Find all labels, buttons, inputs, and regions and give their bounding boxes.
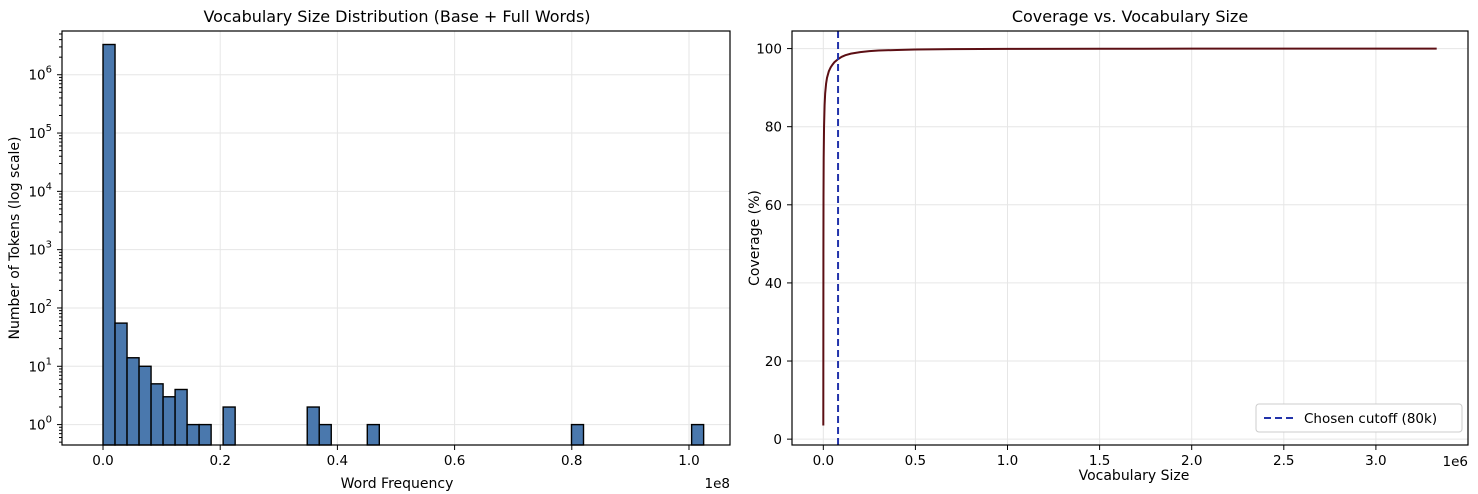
histogram-bar	[126, 357, 140, 446]
histogram-x-tick-label: 0.4	[327, 453, 348, 469]
histogram-y-tick-label: 101	[28, 356, 52, 375]
coverage-legend: Chosen cutoff (80k)	[1255, 403, 1463, 433]
coverage-x-tick-label: 1.0	[997, 453, 1018, 469]
histogram-bar	[570, 423, 585, 446]
histogram-x-label: Word Frequency	[341, 476, 454, 492]
histogram-y-ticks: 100 101 102 103 104 105 106	[28, 33, 62, 443]
histogram-x-tick-label: 0.2	[209, 453, 230, 469]
coverage-chart: Coverage vs. Vocabulary Size 0.0 0.5 1.0 1.…	[747, 7, 1469, 484]
histogram-bar	[138, 365, 152, 446]
histogram-bar	[222, 406, 236, 446]
coverage-x-label: Vocabulary Size	[1079, 468, 1190, 484]
histogram-x-tick-label: 1.0	[678, 453, 699, 469]
histogram-y-tick-label: 105	[28, 123, 52, 142]
histogram-bar	[366, 423, 381, 446]
coverage-y-tick-label: 60	[765, 198, 782, 214]
histogram-plot-frame	[61, 30, 731, 446]
coverage-x-tick-label: 1.5	[1089, 453, 1110, 469]
coverage-y-ticks: 0 20 40 60 80 100	[756, 42, 792, 448]
histogram-x-ticks: 0.0 0.2 0.4 0.6 0.8 1.0	[92, 445, 700, 469]
coverage-line	[822, 47, 1437, 426]
histogram-chart: Vocabulary Size Distribution (Base + Ful…	[7, 7, 731, 492]
coverage-x-tick-label: 0.0	[813, 453, 834, 469]
coverage-y-tick-label: 20	[765, 354, 782, 370]
histogram-bar	[186, 423, 200, 446]
histogram-y-tick-label: 106	[28, 65, 52, 84]
histogram-bar	[690, 423, 705, 446]
histogram-y-tick-label: 102	[28, 298, 52, 317]
legend-box	[1255, 403, 1463, 433]
histogram-x-tick-label: 0.0	[92, 453, 113, 469]
histogram-y-tick-label: 100	[28, 415, 52, 434]
histogram-y-tick-label: 103	[28, 240, 52, 259]
histogram-grid	[62, 31, 730, 445]
coverage-x-tick-label: 2.0	[1181, 453, 1202, 469]
histogram-x-offset: 1e8	[705, 476, 730, 492]
coverage-grid	[792, 31, 1468, 445]
histogram-bar	[162, 396, 176, 446]
histogram-y-tick-label: 104	[28, 181, 52, 200]
histogram-y-label: Number of Tokens (log scale)	[7, 137, 23, 340]
histogram-x-tick-label: 0.6	[444, 453, 465, 469]
coverage-x-ticks: 0.0 0.5 1.0 1.5 2.0 2.5 3.0	[813, 445, 1387, 469]
histogram-x-tick-label: 0.8	[561, 453, 582, 469]
coverage-x-tick-label: 2.5	[1273, 453, 1294, 469]
coverage-y-tick-label: 0	[773, 432, 782, 448]
coverage-title: Coverage vs. Vocabulary Size	[1012, 7, 1248, 26]
histogram-bar	[102, 43, 116, 446]
histogram-bar	[318, 423, 332, 446]
coverage-plot-frame	[791, 30, 1469, 446]
histogram-bar	[150, 383, 164, 446]
histogram-bar	[198, 423, 212, 446]
histogram-bar	[306, 406, 320, 446]
coverage-x-offset: 1e6	[1443, 454, 1468, 470]
histogram-bar	[114, 322, 128, 446]
coverage-y-tick-label: 40	[765, 276, 782, 292]
histogram-title: Vocabulary Size Distribution (Base + Ful…	[203, 7, 590, 26]
legend-cutoff-label: Chosen cutoff (80k)	[1304, 411, 1437, 427]
histogram-bar	[174, 388, 188, 446]
coverage-x-tick-label: 3.0	[1365, 453, 1386, 469]
coverage-y-label: Coverage (%)	[747, 190, 763, 286]
coverage-x-tick-label: 0.5	[905, 453, 926, 469]
coverage-y-tick-label: 100	[756, 42, 782, 58]
histogram-bars	[102, 43, 705, 446]
coverage-y-tick-label: 80	[765, 120, 782, 136]
